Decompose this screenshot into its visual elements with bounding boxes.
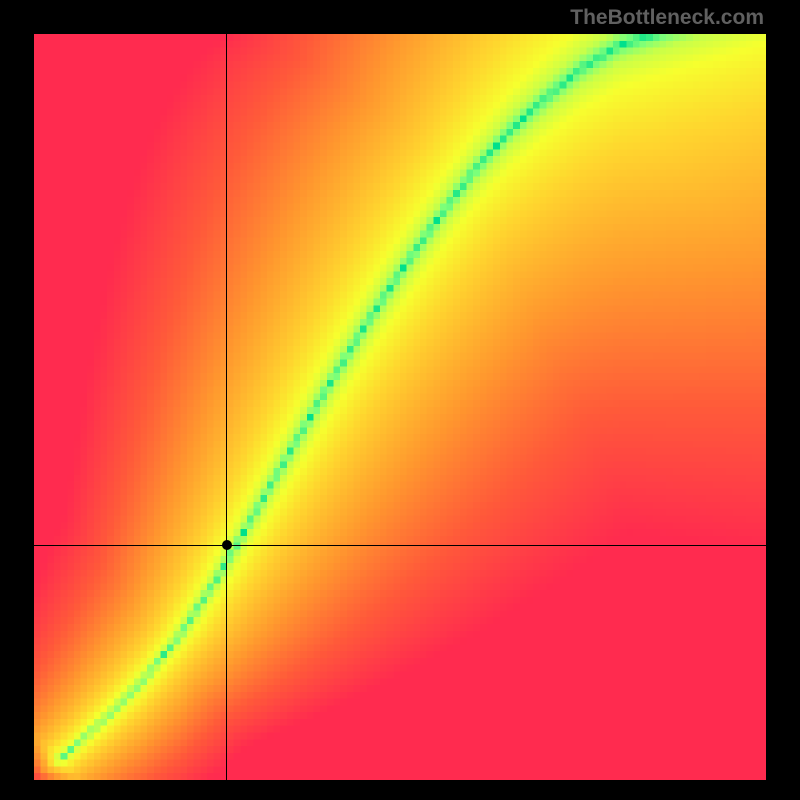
crosshair-horizontal (34, 545, 766, 546)
data-point-marker (222, 540, 232, 550)
crosshair-vertical (226, 34, 227, 780)
bottleneck-heatmap (34, 34, 766, 780)
chart-container: TheBottleneck.com (0, 0, 800, 800)
watermark-text: TheBottleneck.com (570, 6, 764, 30)
